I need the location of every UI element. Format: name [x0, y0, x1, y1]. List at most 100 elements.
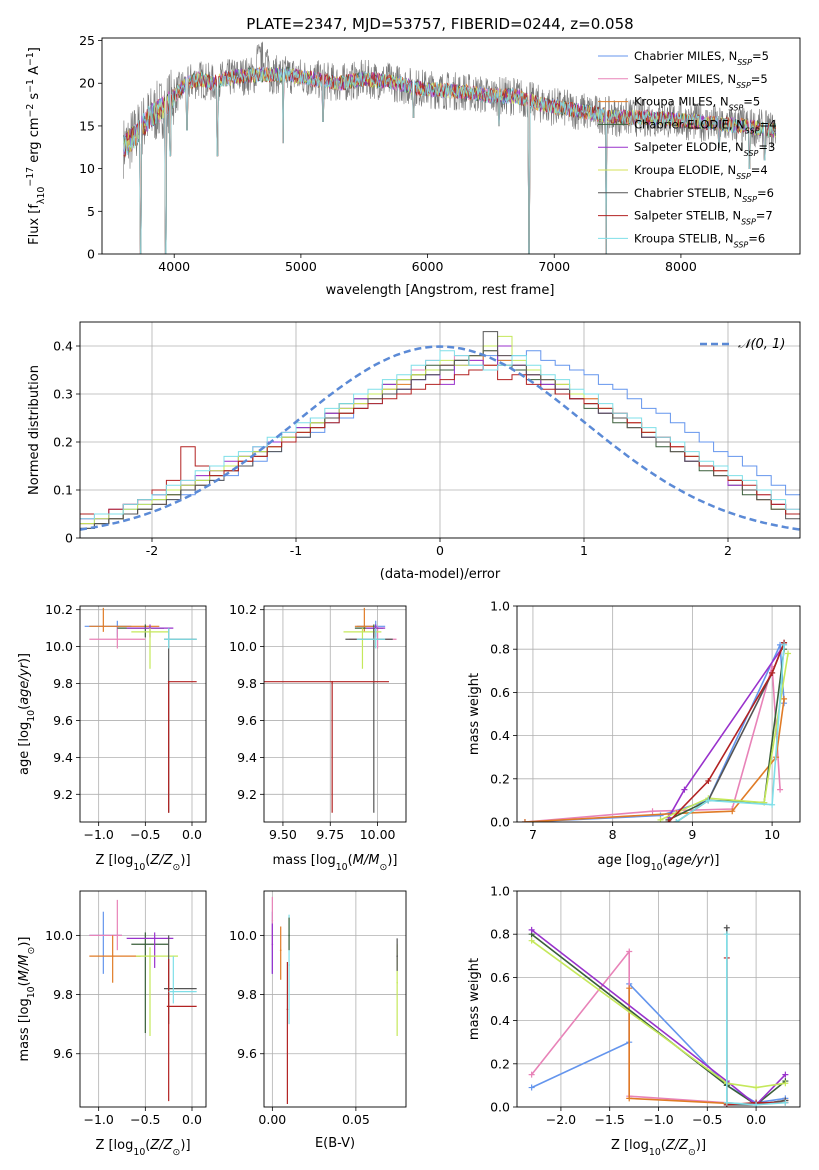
y-tick-label: 0.4: [490, 1013, 510, 1028]
y-tick-label: 9.8: [237, 676, 257, 691]
weight-marker: [649, 808, 656, 815]
legend-subscript: SSP: [734, 240, 749, 249]
weight-marker: [785, 650, 792, 657]
legend-label: Salpeter MILES, NSSP=5: [634, 72, 768, 90]
y-tick-label: 0.2: [490, 1056, 510, 1071]
legend-nssp: =5: [743, 95, 760, 109]
x-axis-label: Z [log10(Z/Z⊙)]: [611, 1138, 706, 1158]
data-point: [396, 955, 398, 957]
y-tick-label: 1.0: [490, 599, 510, 614]
x-axis-label-part: )]: [709, 853, 719, 868]
x-axis-label-part: Z [log: [95, 1138, 133, 1153]
data-point: [331, 680, 333, 683]
age-vs-mass-plot-area: [264, 606, 406, 822]
data-point: [271, 943, 274, 946]
weight-marker: [782, 1099, 789, 1106]
x-tick-label: 0.05: [342, 1112, 370, 1127]
x-tick-label: −1.0: [83, 827, 113, 842]
x-axis-label: Z [log10(Z/Z⊙)]: [95, 853, 190, 873]
x-tick-label: 10: [764, 827, 780, 842]
x-tick-label: 0.0: [182, 1112, 202, 1127]
data-point: [102, 625, 105, 628]
legend-nssp: =6: [757, 186, 774, 200]
y-tick-label: 0: [87, 247, 95, 262]
residuals-axes: -2 -1 0 1 2 0 0.1 0.2 0.3 0.4 𝒩(0, 1) (data-model)/…: [27, 321, 801, 582]
y-tick-label: 25: [79, 33, 95, 48]
y-tick-label: 0.3: [53, 387, 73, 402]
age-vs-Z-axes: −1.0 −0.5 0.09.29.49.69.810.010.2Z [log10(…: [17, 602, 207, 873]
weight-marker: [781, 641, 788, 648]
x-tick-label: 0.0: [746, 1112, 766, 1127]
weight-marker: [626, 985, 633, 992]
x-tick-label: 9.75: [316, 827, 344, 842]
axes-frame: [516, 605, 801, 823]
weight-marker: [781, 695, 788, 702]
legend-subscript: SSP: [736, 172, 751, 181]
data-point: [363, 625, 366, 628]
legend-series-name: Kroupa MILES, N: [634, 95, 729, 109]
y-axis-label-part: erg cm: [27, 117, 42, 166]
x-tick-label: −0.5: [692, 1112, 722, 1127]
x-axis-label-part: (: [348, 853, 353, 868]
y-axis-label-part: )]: [17, 653, 32, 663]
data-point: [153, 937, 156, 940]
x-tick-label: 0.00: [258, 1112, 286, 1127]
weight-line-5: [660, 653, 789, 821]
legend-subscript: SSP: [745, 126, 760, 135]
data-point: [361, 631, 364, 633]
residuals-plot-area: [80, 322, 800, 538]
y-axis-label-part: −1: [25, 79, 36, 93]
y-tick-label: 10.0: [45, 928, 73, 943]
y-axis-label: mass [log10(M/M⊙)]: [17, 937, 37, 1062]
weight-vs-Z-plot-area: [517, 891, 800, 1107]
weight-marker: [626, 1095, 633, 1102]
legend-label: Kroupa ELODIE, NSSP=4: [634, 163, 768, 181]
axes-frame: [79, 890, 207, 1108]
legend-label: Chabrier MILES, NSSP=5: [634, 49, 769, 67]
y-tick-label: 9.4: [53, 750, 73, 765]
y-axis-label: age [log10(age/yr)]: [17, 653, 37, 775]
data-point: [116, 934, 119, 937]
axes-frame: [516, 890, 801, 1108]
legend-nssp: =3: [758, 140, 775, 154]
x-axis-label-part: Z/Z: [149, 1138, 173, 1153]
legend-label: Kroupa STELIB, NSSP=6: [634, 231, 765, 249]
y-tick-label: 9.8: [53, 987, 73, 1002]
x-axis-label-part: ⊙: [688, 1147, 696, 1158]
x-tick-label: −1.5: [595, 1112, 625, 1127]
x-axis-label-part: 10: [649, 1147, 661, 1158]
y-axis-label-part: ]: [27, 47, 42, 52]
x-axis-label-part: (: [661, 1138, 666, 1153]
legend-subscript: SSP: [737, 58, 752, 67]
x-axis-label: wavelength [Angstrom, rest frame]: [326, 283, 555, 298]
data-point: [279, 949, 282, 951]
y-tick-label: 0.1: [53, 483, 73, 498]
y-tick-label: 9.6: [53, 1046, 73, 1061]
x-tick-label: −2.0: [546, 1112, 576, 1127]
x-axis-label: E(B-V): [315, 1136, 355, 1151]
x-axis-label-part: )]: [387, 853, 397, 868]
y-tick-label: 20: [79, 76, 95, 91]
y-tick-label: 15: [79, 118, 95, 133]
weight-marker: [705, 797, 712, 804]
data-point: [286, 1008, 289, 1011]
data-point: [149, 631, 151, 633]
legend-nssp: =4: [760, 117, 777, 131]
x-axis-label-part: )]: [180, 1138, 190, 1153]
y-tick-label: 9.2: [237, 787, 257, 802]
data-point: [288, 964, 290, 966]
axes-frame: [263, 890, 407, 1108]
legend-series-name: Salpeter STELIB, N: [634, 209, 741, 223]
plot-layer: 4000 5000 6000 7000 80000510152025wavelength…: [17, 33, 801, 1158]
y-tick-label: 9.6: [237, 1046, 257, 1061]
weight-marker: [723, 931, 730, 938]
weight-line-4: [667, 644, 785, 819]
y-axis-label-part: ⊙: [26, 947, 37, 955]
y-axis-label-part: −2: [25, 104, 36, 118]
weight-marker: [729, 808, 736, 815]
x-axis-label-part: 10: [651, 862, 663, 873]
weight-marker: [665, 819, 672, 822]
x-axis-label-part: mass [log: [273, 853, 336, 868]
y-axis-label-part: s: [27, 93, 42, 104]
legend-subscript: SSP: [744, 149, 759, 158]
